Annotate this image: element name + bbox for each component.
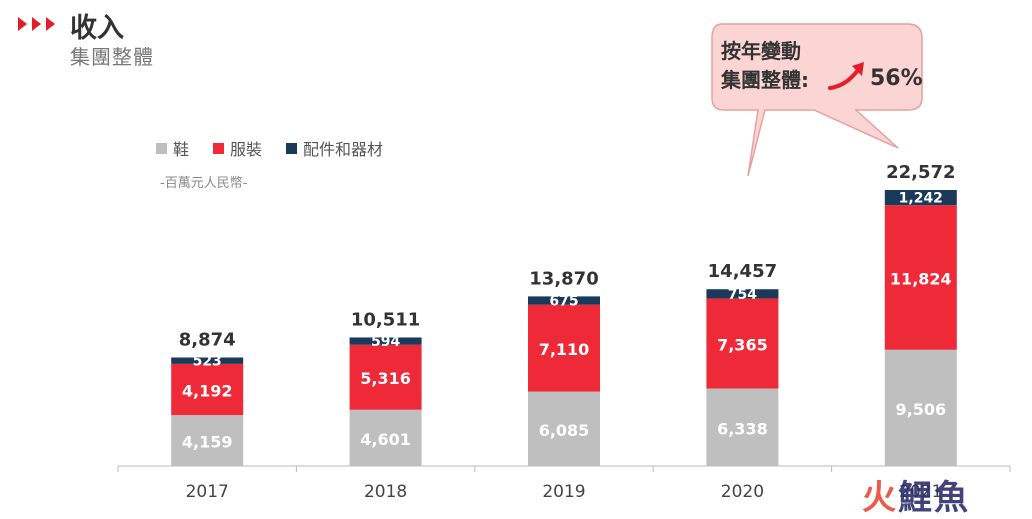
x-tick-label-2019: 2019	[542, 482, 585, 502]
x-tick-label-2020: 2020	[721, 482, 764, 502]
x-tick-label-2017: 2017	[186, 482, 229, 502]
watermark-part1: 火	[862, 478, 898, 518]
legend-swatch-footwear	[156, 142, 167, 154]
page-subtitle: 集團整體	[70, 45, 154, 69]
bar-accessories-2019	[528, 296, 600, 305]
legend-label-apparel: 服裝	[230, 140, 263, 159]
chart-legend: 鞋 服裝 配件和器材	[156, 136, 383, 160]
value-label-accessories-2017: 523	[193, 354, 222, 370]
bar-footwear-2021	[884, 349, 957, 466]
value-label-apparel-2018: 5,316	[360, 369, 411, 388]
total-label-2021: 22,572	[886, 162, 955, 183]
legend-label-footwear: 鞋	[173, 140, 190, 159]
bar-apparel-2021	[884, 205, 957, 350]
total-label-2017: 8,874	[179, 329, 236, 350]
legend-swatch-apparel	[213, 142, 225, 154]
value-label-accessories-2019: 675	[549, 294, 578, 310]
value-label-footwear-2017: 4,159	[182, 433, 233, 452]
legend-item-apparel: 服裝	[213, 136, 262, 160]
bar-apparel-2020	[706, 298, 779, 389]
x-tick-label-2021: 2021	[899, 482, 942, 502]
bar-accessories-2018	[349, 337, 422, 345]
total-label-2020: 14,457	[708, 261, 777, 282]
legend-item-footwear: 鞋	[156, 136, 189, 160]
value-label-apparel-2021: 11,824	[890, 269, 952, 288]
total-label-2018: 10,511	[351, 309, 420, 330]
trend-arrow-icon	[828, 62, 864, 90]
value-label-apparel-2020: 7,365	[717, 335, 768, 354]
callout-line2: 集團整體:	[721, 68, 809, 92]
bar-accessories-2020	[706, 289, 779, 299]
bar-footwear-2020	[706, 388, 779, 466]
value-label-apparel-2019: 7,110	[539, 340, 590, 359]
unit-label: -百萬元人民幣-	[160, 176, 248, 191]
watermark-logo: 火鯉魚	[862, 470, 970, 519]
bar-footwear-2019	[528, 391, 600, 466]
callout-text: 按年變動 集團整體:	[721, 37, 809, 95]
legend-item-accessories: 配件和器材	[286, 136, 383, 160]
callout-value: 56%	[870, 66, 923, 91]
value-label-footwear-2019: 6,085	[539, 421, 590, 440]
callout-line1: 按年變動	[721, 39, 801, 63]
watermark-part2: 鯉魚	[898, 478, 970, 518]
value-label-footwear-2020: 6,338	[717, 419, 768, 438]
title-arrows-icon	[18, 17, 55, 31]
bar-footwear-2018	[349, 409, 422, 466]
callout-bubble	[711, 23, 923, 177]
value-label-accessories-2018: 594	[371, 334, 400, 350]
value-label-accessories-2020: 754	[728, 287, 757, 303]
bar-apparel-2018	[349, 344, 422, 410]
legend-swatch-accessories	[286, 142, 298, 154]
bar-apparel-2017	[171, 363, 244, 416]
value-label-accessories-2021: 1,242	[899, 191, 943, 207]
bar-footwear-2017	[171, 415, 244, 466]
bar-apparel-2019	[528, 304, 600, 392]
x-tick-label-2018: 2018	[364, 482, 407, 502]
total-label-2019: 13,870	[529, 268, 598, 289]
value-label-footwear-2018: 4,601	[360, 430, 411, 449]
bar-accessories-2017	[171, 357, 244, 364]
value-label-apparel-2017: 4,192	[182, 382, 233, 401]
value-label-footwear-2021: 9,506	[895, 400, 946, 419]
page-title: 收入	[70, 13, 124, 44]
legend-label-accessories: 配件和器材	[303, 140, 384, 159]
bar-accessories-2021	[884, 190, 957, 206]
